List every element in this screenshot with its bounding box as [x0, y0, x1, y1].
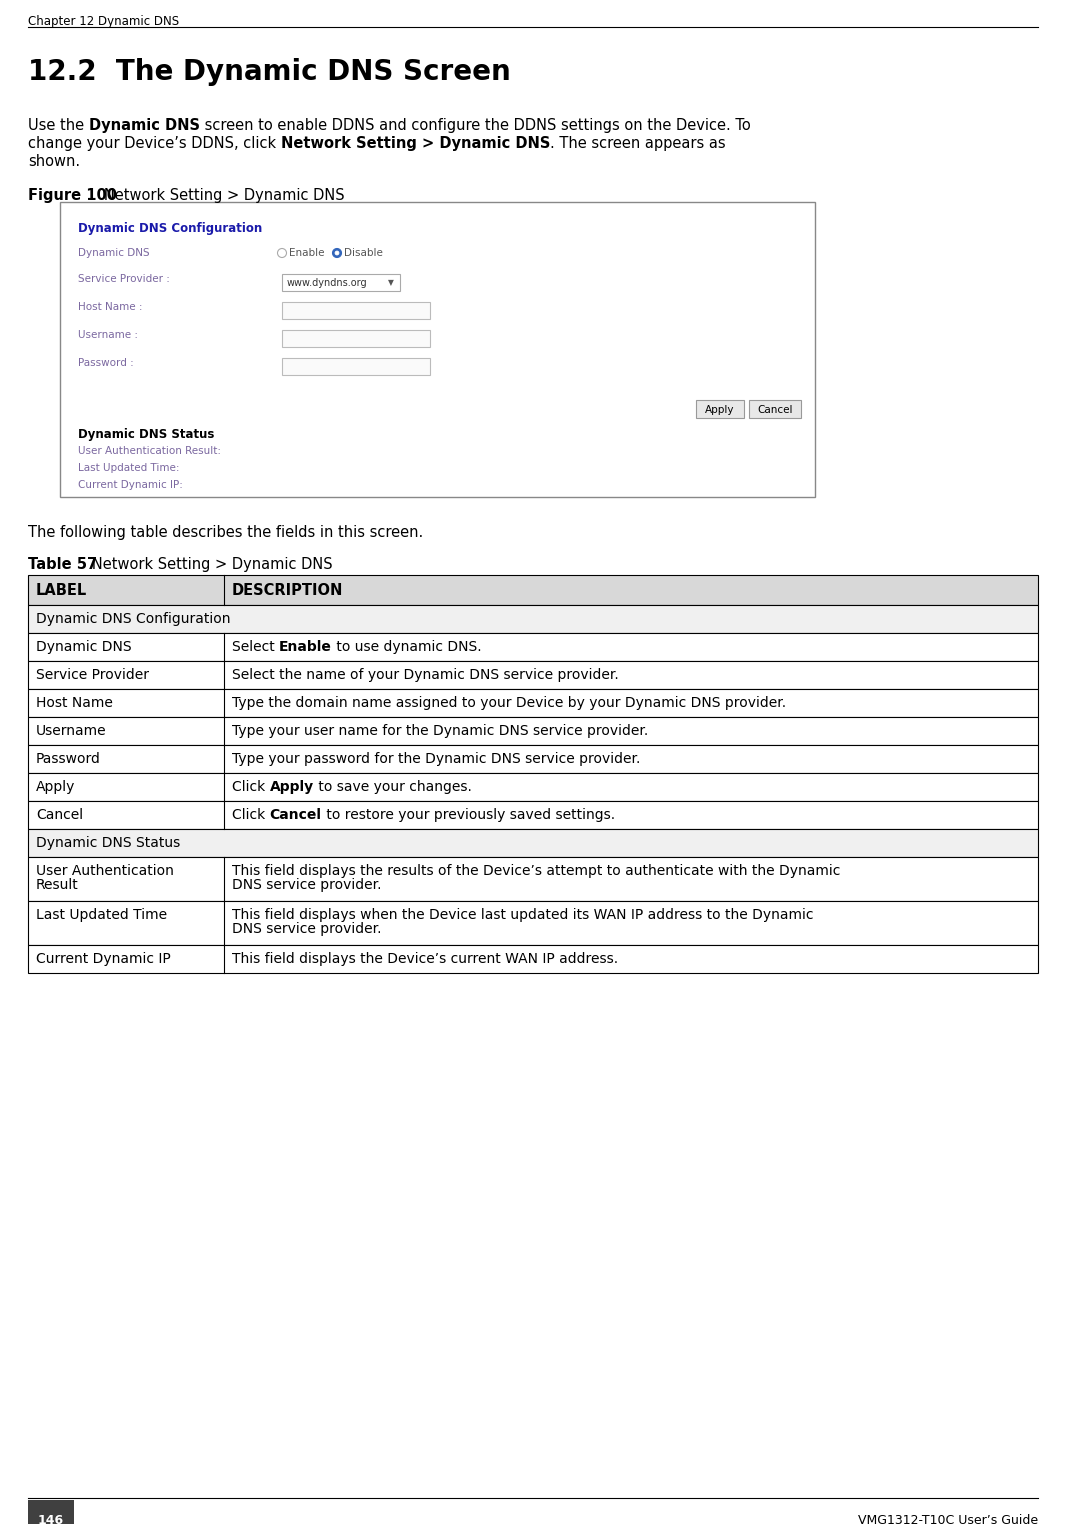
- Text: Password :: Password :: [78, 358, 133, 367]
- Text: Click: Click: [232, 808, 270, 821]
- Text: Host Name: Host Name: [36, 696, 113, 710]
- Text: Password: Password: [36, 751, 101, 767]
- Circle shape: [277, 248, 287, 258]
- Text: Table 57: Table 57: [28, 556, 97, 572]
- Text: Type your user name for the Dynamic DNS service provider.: Type your user name for the Dynamic DNS …: [232, 724, 648, 738]
- Text: to use dynamic DNS.: to use dynamic DNS.: [332, 640, 482, 654]
- Text: Dynamic DNS: Dynamic DNS: [78, 248, 149, 258]
- Bar: [28, 829, 1038, 856]
- Text: Last Updated Time:: Last Updated Time:: [78, 463, 179, 472]
- Text: DNS service provider.: DNS service provider.: [232, 922, 382, 936]
- Bar: [28, 689, 1038, 716]
- Bar: [28, 773, 1038, 802]
- Text: DNS service provider.: DNS service provider.: [232, 878, 382, 892]
- Text: Result: Result: [36, 878, 79, 892]
- Text: Click: Click: [232, 780, 270, 794]
- Bar: [749, 399, 801, 418]
- Text: 12.2  The Dynamic DNS Screen: 12.2 The Dynamic DNS Screen: [28, 58, 511, 85]
- Text: User Authentication: User Authentication: [36, 864, 174, 878]
- Bar: [60, 203, 815, 497]
- Text: This field displays the Device’s current WAN IP address.: This field displays the Device’s current…: [232, 952, 618, 966]
- Text: to save your changes.: to save your changes.: [313, 780, 471, 794]
- Bar: [28, 1500, 74, 1524]
- Bar: [282, 331, 430, 347]
- Text: Apply: Apply: [270, 780, 313, 794]
- Text: Select the name of your Dynamic DNS service provider.: Select the name of your Dynamic DNS serv…: [232, 668, 618, 683]
- Text: Cancel: Cancel: [757, 405, 793, 415]
- Text: Current Dynamic IP:: Current Dynamic IP:: [78, 480, 183, 491]
- Text: screen to enable DDNS and configure the DDNS settings on the Device. To: screen to enable DDNS and configure the …: [199, 117, 750, 133]
- Text: Network Setting > Dynamic DNS: Network Setting > Dynamic DNS: [78, 556, 333, 572]
- Text: Disable: Disable: [344, 248, 383, 258]
- Bar: [28, 802, 1038, 829]
- Text: Select: Select: [232, 640, 279, 654]
- Bar: [28, 605, 1038, 632]
- Text: shown.: shown.: [28, 154, 80, 169]
- Text: Cancel: Cancel: [270, 808, 322, 821]
- Bar: [28, 716, 1038, 745]
- Text: Use the: Use the: [28, 117, 88, 133]
- Text: Service Provider: Service Provider: [36, 668, 149, 683]
- Text: Enable: Enable: [289, 248, 324, 258]
- Bar: [28, 945, 1038, 972]
- Text: Network Setting > Dynamic DNS: Network Setting > Dynamic DNS: [280, 136, 550, 151]
- Text: Chapter 12 Dynamic DNS: Chapter 12 Dynamic DNS: [28, 15, 179, 27]
- Circle shape: [333, 248, 341, 258]
- Bar: [696, 399, 744, 418]
- Text: ▼: ▼: [388, 277, 393, 287]
- Text: Dynamic DNS Configuration: Dynamic DNS Configuration: [36, 613, 230, 626]
- Text: Username :: Username :: [78, 331, 138, 340]
- Bar: [28, 661, 1038, 689]
- Text: Type the domain name assigned to your Device by your Dynamic DNS provider.: Type the domain name assigned to your De…: [232, 696, 786, 710]
- Text: to restore your previously saved settings.: to restore your previously saved setting…: [322, 808, 615, 821]
- Text: Dynamic DNS Status: Dynamic DNS Status: [78, 428, 214, 440]
- Text: User Authentication Result:: User Authentication Result:: [78, 447, 221, 456]
- Text: The following table describes the fields in this screen.: The following table describes the fields…: [28, 524, 423, 539]
- Text: Dynamic DNS Configuration: Dynamic DNS Configuration: [78, 223, 262, 235]
- Text: LABEL: LABEL: [36, 584, 87, 597]
- Bar: [282, 358, 430, 375]
- Bar: [28, 632, 1038, 661]
- Text: This field displays when the Device last updated its WAN IP address to the Dynam: This field displays when the Device last…: [232, 908, 813, 922]
- Text: DESCRIPTION: DESCRIPTION: [232, 584, 343, 597]
- Text: . The screen appears as: . The screen appears as: [550, 136, 726, 151]
- Bar: [282, 274, 400, 291]
- Text: Dynamic DNS Status: Dynamic DNS Status: [36, 837, 180, 850]
- Bar: [28, 856, 1038, 901]
- Text: 146: 146: [38, 1513, 64, 1524]
- Text: Figure 100: Figure 100: [28, 187, 117, 203]
- Text: Enable: Enable: [279, 640, 332, 654]
- Bar: [282, 302, 430, 319]
- Text: Service Provider :: Service Provider :: [78, 274, 169, 283]
- Text: This field displays the results of the Device’s attempt to authenticate with the: This field displays the results of the D…: [232, 864, 840, 878]
- Text: Current Dynamic IP: Current Dynamic IP: [36, 952, 171, 966]
- Text: Network Setting > Dynamic DNS: Network Setting > Dynamic DNS: [90, 187, 344, 203]
- Bar: [28, 745, 1038, 773]
- Text: Cancel: Cancel: [36, 808, 83, 821]
- Text: Type your password for the Dynamic DNS service provider.: Type your password for the Dynamic DNS s…: [232, 751, 641, 767]
- Bar: [28, 575, 1038, 605]
- Circle shape: [335, 251, 339, 255]
- Text: Last Updated Time: Last Updated Time: [36, 908, 167, 922]
- Text: VMG1312-T10C User’s Guide: VMG1312-T10C User’s Guide: [858, 1513, 1038, 1524]
- Text: Apply: Apply: [706, 405, 734, 415]
- Text: www.dyndns.org: www.dyndns.org: [287, 277, 368, 288]
- Text: Dynamic DNS: Dynamic DNS: [88, 117, 199, 133]
- Text: Username: Username: [36, 724, 107, 738]
- Text: Host Name :: Host Name :: [78, 302, 143, 312]
- Bar: [28, 901, 1038, 945]
- Text: Dynamic DNS: Dynamic DNS: [36, 640, 131, 654]
- Text: change your Device’s DDNS, click: change your Device’s DDNS, click: [28, 136, 280, 151]
- Text: Apply: Apply: [36, 780, 76, 794]
